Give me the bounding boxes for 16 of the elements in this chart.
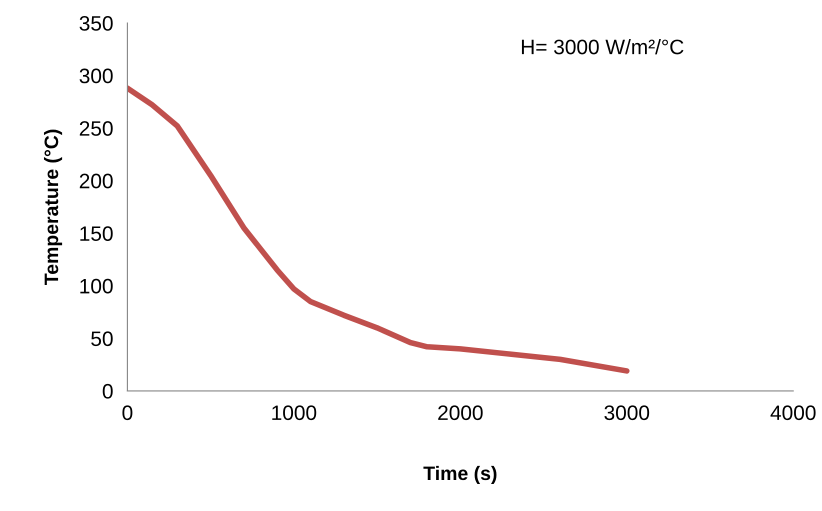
x-tick-label: 4000 bbox=[770, 405, 816, 420]
y-tick-label: 50 bbox=[91, 331, 113, 346]
x-tick-label: 1000 bbox=[272, 405, 316, 420]
x-axis-title: Time (s) bbox=[423, 466, 496, 484]
y-tick-label: 250 bbox=[80, 121, 113, 136]
y-tick-label: 100 bbox=[80, 278, 113, 294]
annotation: H= 3000 W/m²/°C bbox=[522, 39, 684, 54]
x-tick-label: 2000 bbox=[438, 405, 483, 420]
y-tick-label: 300 bbox=[80, 68, 113, 84]
y-tick-label: 200 bbox=[80, 174, 113, 188]
x-tick-label: 0 bbox=[122, 405, 132, 420]
y-tick-label: 150 bbox=[80, 226, 113, 241]
y-tick-label: 350 bbox=[80, 16, 113, 31]
y-tick-label: 0 bbox=[102, 384, 113, 399]
x-tick-label: 3000 bbox=[604, 405, 650, 420]
y-axis-title: Temperature (°C) bbox=[44, 130, 62, 285]
